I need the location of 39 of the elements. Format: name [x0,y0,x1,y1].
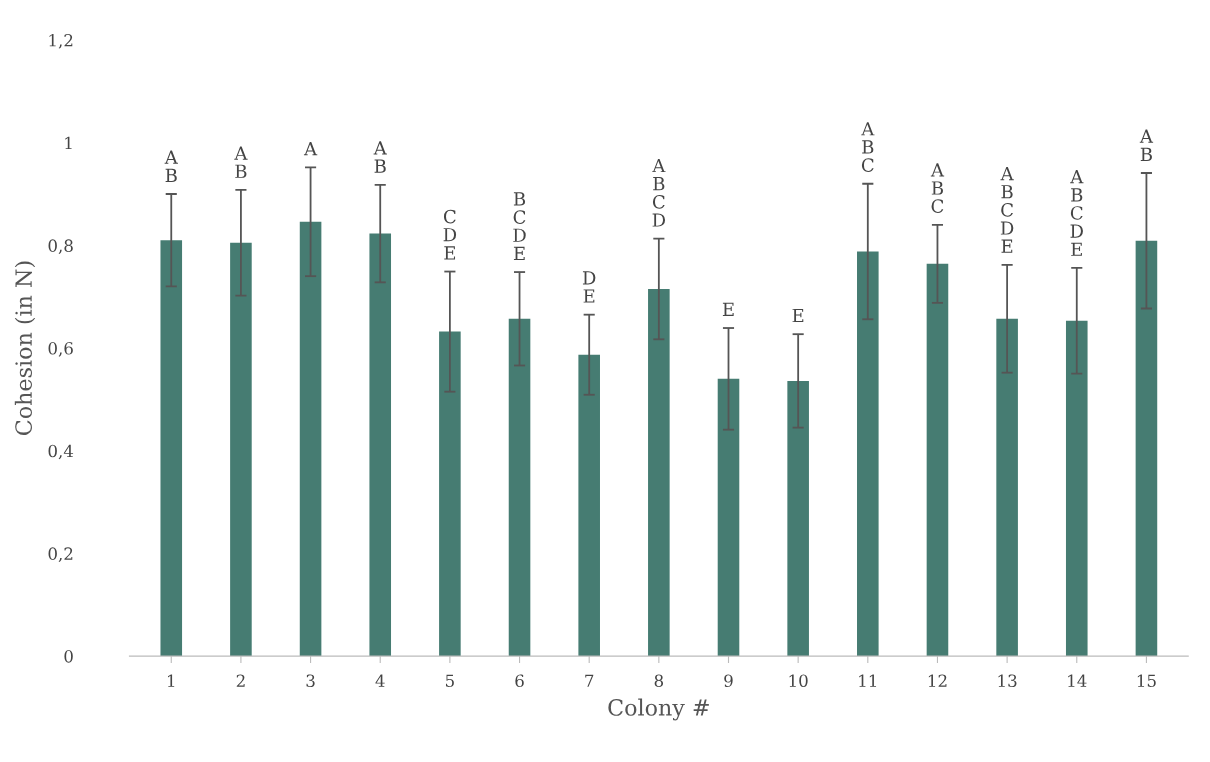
y-tick-label: 1 [65,136,72,150]
x-axis-title: Colony # [608,698,709,721]
annotation: B C D E [513,192,526,260]
x-tick-label: 15 [1137,674,1156,688]
x-tick-label: 6 [515,674,524,688]
annotation: A B C D [652,158,666,227]
annotation: E [792,308,804,323]
x-tick-label: 1 [167,674,175,687]
x-tick-label: 3 [306,674,315,688]
y-tick-label: 0,4 [48,444,74,460]
annotation: A B [164,150,178,182]
annotation: A B [234,146,248,178]
annotation: A B C [930,163,945,213]
x-tick-label: 8 [654,674,664,688]
annotation: E [722,302,734,316]
x-tick-label: 12 [928,674,947,687]
y-tick-label: 0,6 [48,342,73,357]
x-tick-label: 5 [446,674,454,688]
annotation: A B C [861,122,875,172]
x-tick-label: 11 [859,674,877,687]
y-tick-label: 0 [64,650,73,663]
annotation: A B C D E [1070,170,1084,256]
x-tick-label: 13 [998,674,1017,688]
x-tick-label: 4 [375,674,385,687]
annotation: A B [373,141,387,173]
x-tick-label: 14 [1068,674,1087,687]
annotation: A B [1139,129,1154,161]
annotation: D E [582,271,596,303]
x-tick-label: 2 [236,674,245,687]
x-tick-label: 7 [585,674,594,687]
annotation: A [303,142,318,156]
annotation: C D E [443,209,457,260]
y-tick-label: 1,2 [49,33,73,49]
y-tick-label: 0,2 [48,547,73,563]
annotation: A B C D E [1000,166,1014,253]
y-axis-title: Cohesion (in N) [14,261,36,435]
x-tick-label: 9 [724,674,733,688]
y-tick-label: 0,8 [48,239,73,254]
x-tick-label: 10 [789,674,808,688]
